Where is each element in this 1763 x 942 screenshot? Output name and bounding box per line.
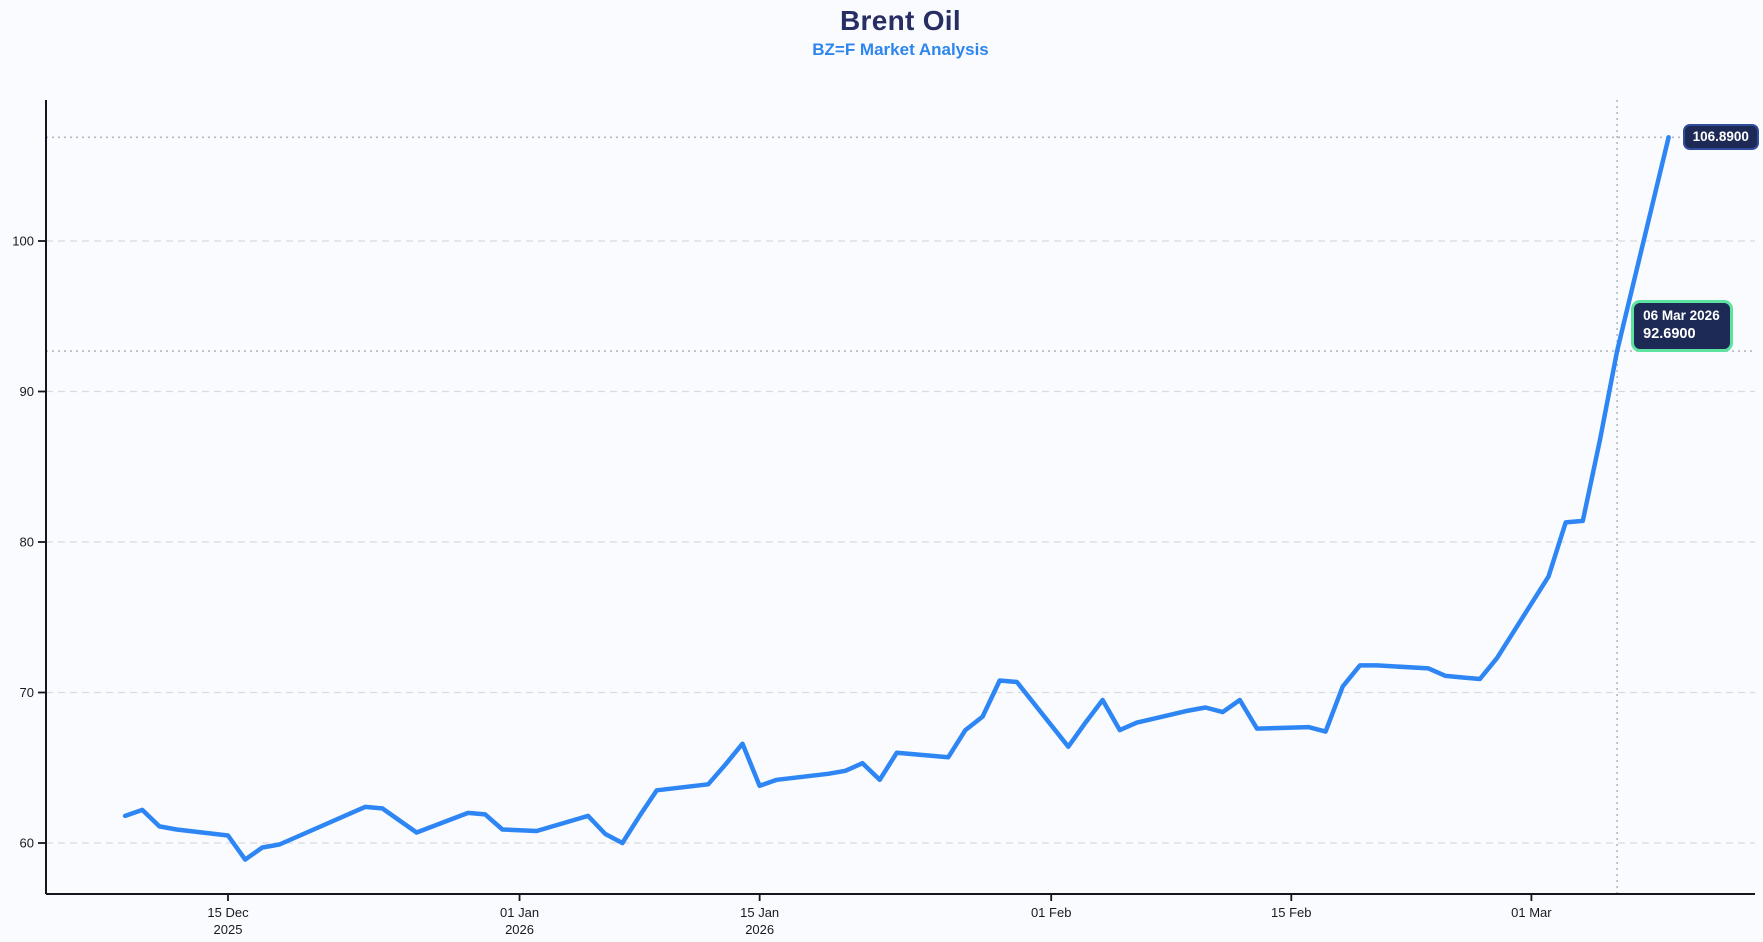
crosshair-tooltip: 06 Mar 2026 92.6900 bbox=[1631, 300, 1733, 352]
tooltip-date: 06 Mar 2026 bbox=[1643, 308, 1720, 323]
y-tick-label: 60 bbox=[20, 836, 34, 851]
x-tick-label: 01 Mar bbox=[1511, 905, 1552, 920]
x-tick-label: 15 Dec bbox=[207, 905, 249, 920]
y-tick-label: 70 bbox=[20, 685, 34, 700]
x-tick-year-label: 2026 bbox=[745, 922, 774, 937]
x-tick-year-label: 2026 bbox=[505, 922, 534, 937]
x-tick-label: 01 Feb bbox=[1031, 905, 1071, 920]
last-price-label: 106.8900 bbox=[1682, 124, 1759, 151]
y-tick-label: 90 bbox=[20, 384, 34, 399]
price-line bbox=[122, 135, 1671, 862]
x-tick-label: 15 Feb bbox=[1271, 905, 1311, 920]
x-tick-label: 15 Jan bbox=[740, 905, 779, 920]
y-tick-label: 80 bbox=[20, 535, 34, 550]
x-tick-label: 01 Jan bbox=[500, 905, 539, 920]
y-tick-label: 100 bbox=[12, 234, 34, 249]
x-tick-year-label: 2025 bbox=[214, 922, 243, 937]
tooltip-price: 92.6900 bbox=[1643, 325, 1696, 342]
last-price-value: 106.8900 bbox=[1692, 129, 1749, 145]
